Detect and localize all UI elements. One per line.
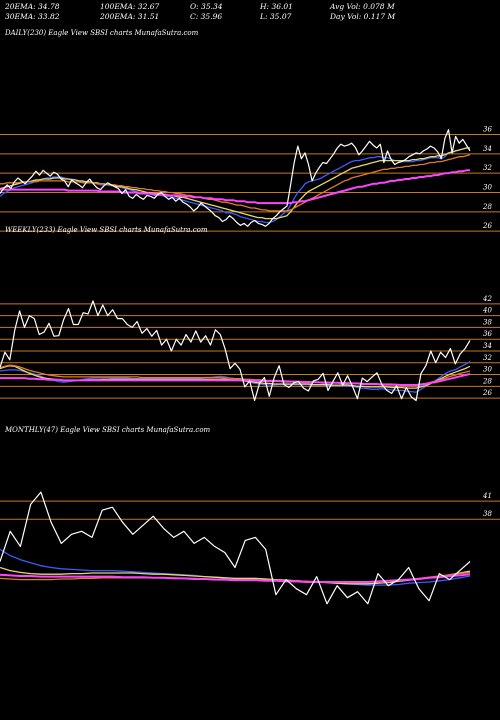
chart-title: DAILY(230) Eagle View SBSI charts Munafa… <box>4 29 199 37</box>
stats-header: 20EMA: 34.78 100EMA: 32.67 O: 35.34 H: 3… <box>5 2 465 22</box>
y-tick-label: 41 <box>482 492 492 500</box>
y-tick-label: 38 <box>483 510 492 518</box>
moving-average-line <box>0 566 471 585</box>
y-tick-label: 34 <box>483 342 492 350</box>
avg-volume-stat: Avg Vol: 0.078 M <box>330 2 395 11</box>
y-tick-label: 28 <box>482 203 492 211</box>
ema20-stat: 20EMA: 34.78 <box>5 2 60 11</box>
day-volume-stat: Day Vol: 0.117 M <box>330 12 396 21</box>
ema100-stat: 100EMA: 32.67 <box>100 2 160 11</box>
y-tick-label: 26 <box>482 389 492 397</box>
y-tick-label: 26 <box>482 222 492 230</box>
y-tick-label: 36 <box>483 330 492 338</box>
y-tick-label: 28 <box>482 377 492 385</box>
chart-panel-1: DAILY(230) Eagle View SBSI charts Munafa… <box>0 29 500 232</box>
chart-title: MONTHLY(47) Eagle View SBSI charts Munaf… <box>4 426 211 434</box>
y-tick-label: 40 <box>482 307 492 315</box>
ema200-stat: 200EMA: 31.51 <box>100 12 160 21</box>
y-tick-label: 32 <box>483 164 492 172</box>
y-tick-label: 34 <box>483 145 492 153</box>
y-tick-label: 30 <box>483 184 492 192</box>
y-tick-label: 36 <box>483 126 492 134</box>
high-stat: H: 36.01 <box>260 2 293 11</box>
y-tick-label: 30 <box>483 366 492 374</box>
price-line <box>0 129 471 227</box>
y-tick-label: 38 <box>483 318 492 326</box>
moving-average-line <box>0 154 471 212</box>
moving-average-line <box>0 373 471 387</box>
moving-average-line <box>0 169 470 205</box>
moving-average-line <box>0 573 471 583</box>
price-line <box>0 491 471 605</box>
chart-panel-3: MONTHLY(47) Eagle View SBSI charts Munaf… <box>0 426 500 605</box>
price-line <box>0 300 471 402</box>
low-stat: L: 35.07 <box>260 12 292 21</box>
y-tick-label: 42 <box>482 295 492 303</box>
open-stat: O: 35.34 <box>190 2 223 11</box>
y-tick-label: 32 <box>483 354 492 362</box>
chart-panel-2: WEEKLY(233) Eagle View SBSI charts Munaf… <box>0 226 500 402</box>
chart-title: WEEKLY(233) Eagle View SBSI charts Munaf… <box>5 226 208 234</box>
ema30-stat: 30EMA: 33.82 <box>5 12 60 21</box>
close-stat: C: 35.96 <box>190 12 223 21</box>
